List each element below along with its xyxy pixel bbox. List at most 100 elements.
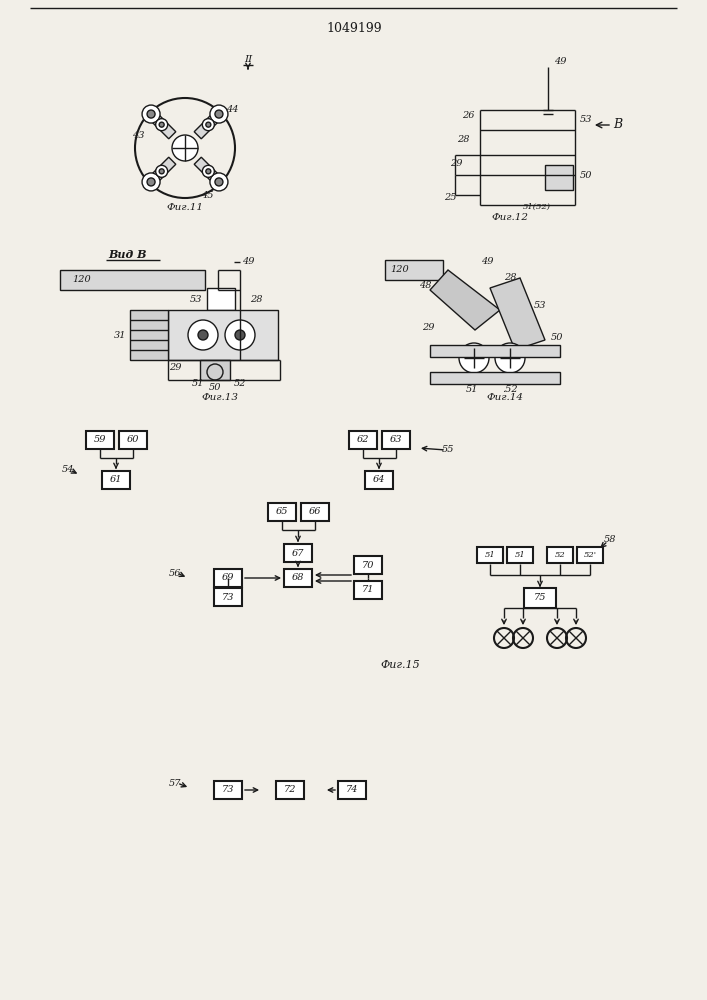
FancyBboxPatch shape [130,310,168,360]
Text: 58: 58 [604,536,617,544]
Circle shape [156,165,168,177]
FancyBboxPatch shape [207,288,235,310]
Text: 63: 63 [390,436,402,444]
FancyBboxPatch shape [577,547,603,563]
Polygon shape [148,157,176,185]
Text: 1049199: 1049199 [326,21,382,34]
FancyBboxPatch shape [214,569,242,587]
Circle shape [215,178,223,186]
Text: 28: 28 [250,294,262,304]
Circle shape [142,105,160,123]
FancyBboxPatch shape [354,581,382,599]
Circle shape [188,320,218,350]
Polygon shape [148,111,176,139]
Text: .52: .52 [502,385,518,394]
Circle shape [215,110,223,118]
Text: 51: 51 [192,378,204,387]
FancyBboxPatch shape [382,431,410,449]
Text: 53: 53 [189,294,202,304]
Text: 73: 73 [222,592,234,601]
Text: 51: 51 [466,385,478,394]
Text: 29: 29 [450,158,462,167]
FancyBboxPatch shape [268,503,296,521]
Polygon shape [430,270,500,330]
Text: 52: 52 [234,378,246,387]
FancyBboxPatch shape [60,270,205,290]
Text: 25: 25 [444,194,456,202]
Circle shape [459,343,489,373]
Text: 53: 53 [580,115,592,124]
Circle shape [235,330,245,340]
Text: 28: 28 [457,135,469,144]
Text: 53: 53 [534,300,547,310]
Circle shape [495,343,525,373]
Circle shape [142,173,160,191]
Text: 52: 52 [554,551,566,559]
Text: 64: 64 [373,476,385,485]
FancyBboxPatch shape [430,372,560,384]
FancyBboxPatch shape [168,310,278,360]
Polygon shape [194,111,223,139]
FancyBboxPatch shape [214,588,242,606]
Text: 69: 69 [222,574,234,582]
Text: 51: 51 [484,551,496,559]
FancyBboxPatch shape [86,431,114,449]
Text: 75: 75 [534,593,547,602]
FancyBboxPatch shape [365,471,393,489]
Text: 73: 73 [222,786,234,794]
Text: 70: 70 [362,560,374,570]
FancyBboxPatch shape [430,345,560,357]
FancyBboxPatch shape [349,431,377,449]
Text: B: B [614,118,623,131]
Text: 72: 72 [284,786,296,794]
Circle shape [202,165,214,177]
Circle shape [202,119,214,131]
Text: 28: 28 [504,273,516,282]
Circle shape [206,169,211,174]
FancyBboxPatch shape [338,781,366,799]
Polygon shape [194,157,223,185]
Text: 71: 71 [362,585,374,594]
Text: 62: 62 [357,436,369,444]
Text: 51: 51 [515,551,525,559]
FancyBboxPatch shape [102,471,130,489]
Text: 120: 120 [73,275,91,284]
Text: 68: 68 [292,574,304,582]
FancyBboxPatch shape [477,547,503,563]
Text: 49: 49 [554,57,566,66]
Text: 50: 50 [209,383,221,392]
Text: 67: 67 [292,548,304,558]
Text: Фиг.13: Фиг.13 [201,393,238,402]
Text: 120: 120 [391,265,409,274]
Text: II: II [244,55,252,64]
Text: 66: 66 [309,508,321,516]
Text: 61: 61 [110,476,122,485]
Circle shape [159,169,164,174]
Circle shape [210,173,228,191]
FancyBboxPatch shape [200,360,230,380]
Text: 59: 59 [94,436,106,444]
FancyBboxPatch shape [214,781,242,799]
Text: 52': 52' [583,551,597,559]
FancyBboxPatch shape [284,544,312,562]
Text: Фиг.14: Фиг.14 [486,393,523,402]
Text: Вид В: Вид В [108,249,146,260]
FancyBboxPatch shape [524,588,556,608]
Text: 65: 65 [276,508,288,516]
Circle shape [147,110,155,118]
Text: 49: 49 [481,257,493,266]
Text: Фиг.11: Фиг.11 [167,204,204,213]
Text: 50: 50 [580,170,592,180]
Text: 50: 50 [551,334,563,342]
Circle shape [206,122,211,127]
FancyBboxPatch shape [354,556,382,574]
Circle shape [225,320,255,350]
FancyBboxPatch shape [284,569,312,587]
Circle shape [198,330,208,340]
Text: 48: 48 [419,280,431,290]
Text: 29: 29 [422,324,434,332]
Text: 60: 60 [127,436,139,444]
FancyBboxPatch shape [545,165,573,190]
Circle shape [156,119,168,131]
Text: 44: 44 [226,105,238,114]
